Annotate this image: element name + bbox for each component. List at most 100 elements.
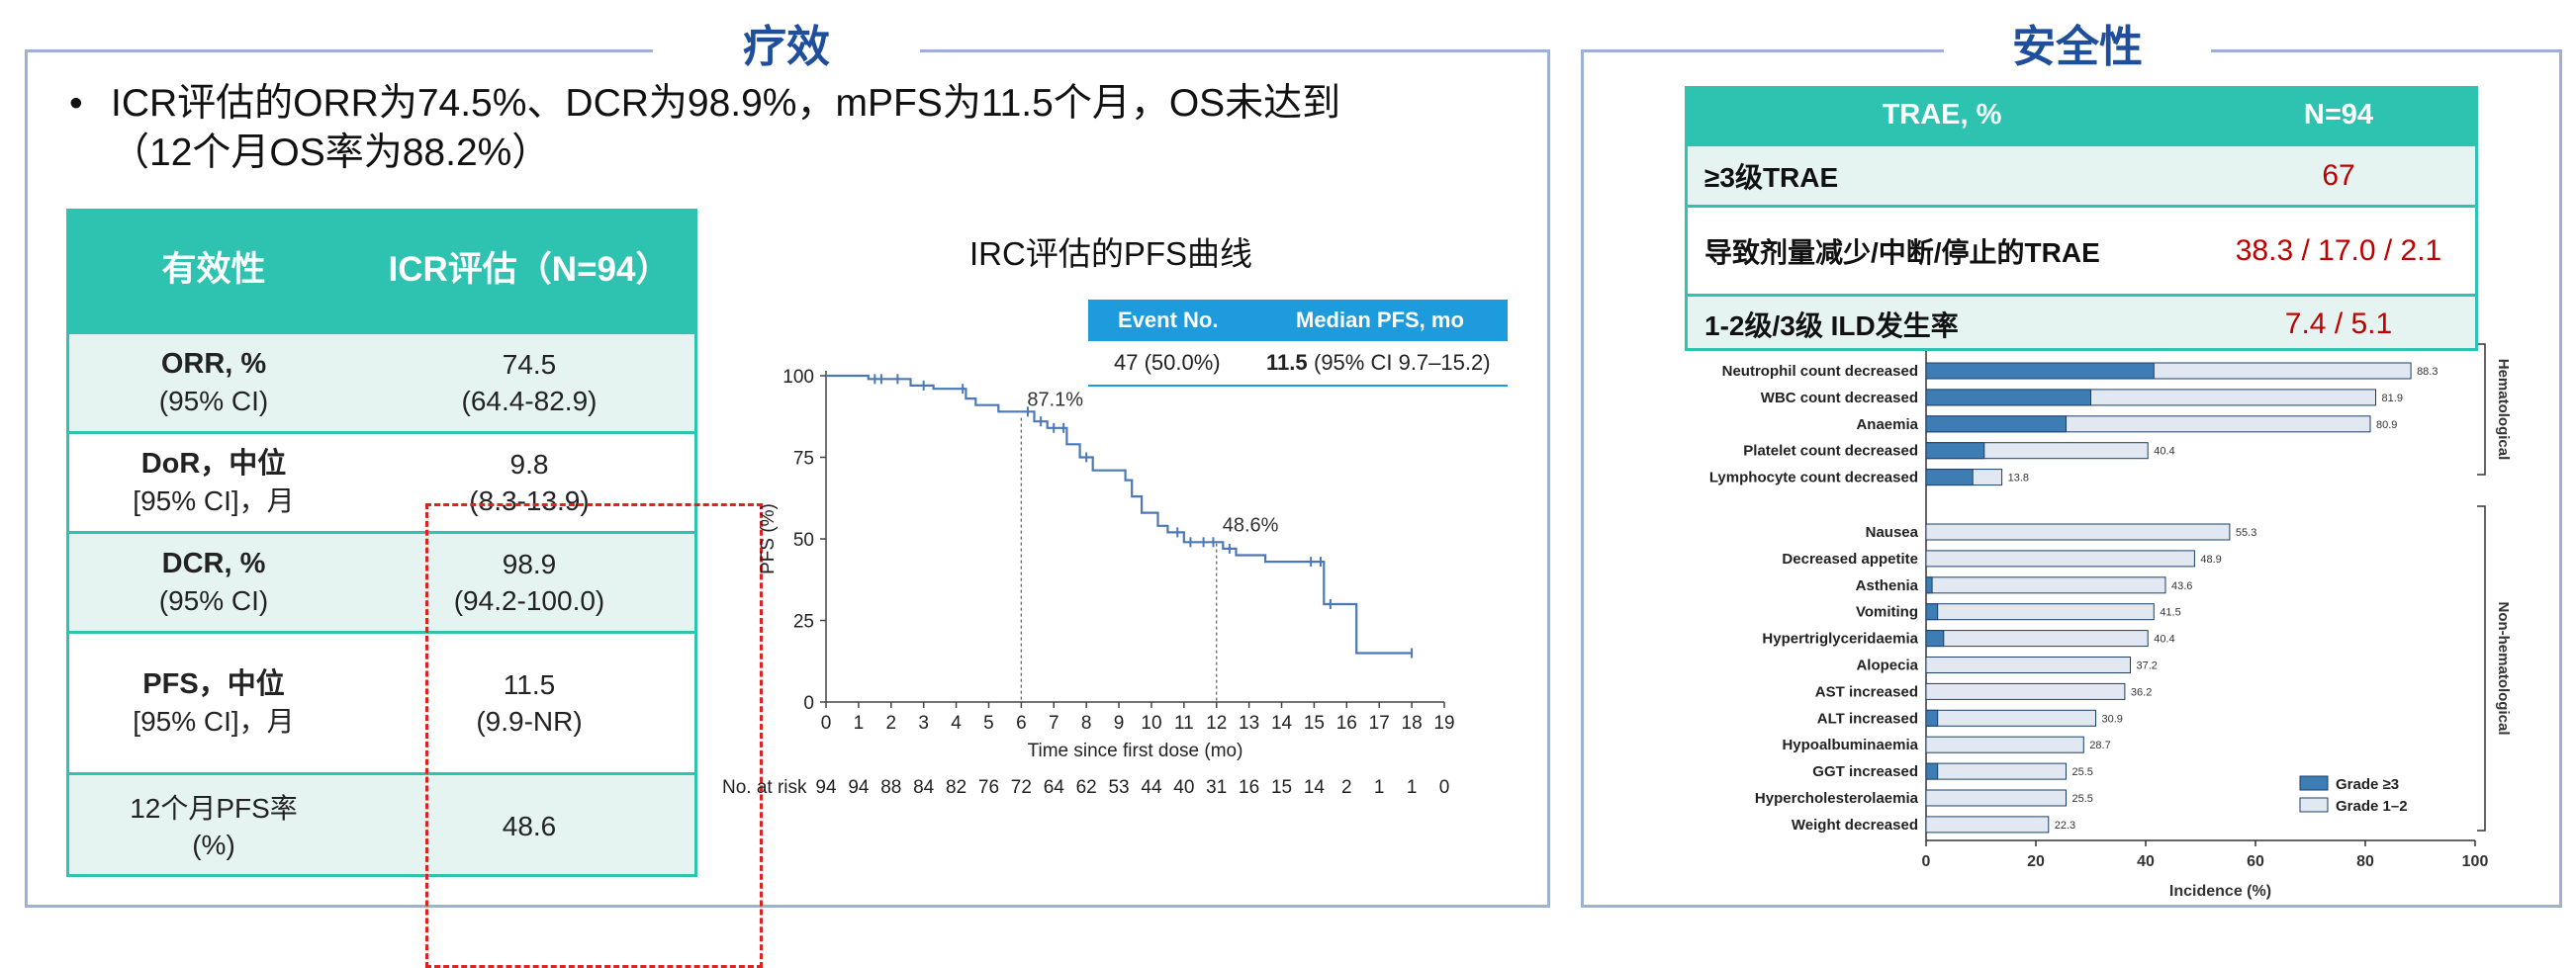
bar-value-label: 25.5 <box>2072 766 2093 778</box>
event-header-label: Event No. <box>1118 308 1219 332</box>
bar-grade-1-2 <box>1925 657 2131 673</box>
median-ci: (95% CI 9.7–15.2) <box>1314 350 1491 375</box>
safety-panel-title: 安全性 <box>1944 18 2211 77</box>
bar-grade-3 <box>1925 576 1933 594</box>
x-tick-label: 60 <box>2247 853 2264 870</box>
bar-grade-3 <box>1925 762 1939 780</box>
bar-value-label: 30.9 <box>2101 713 2122 725</box>
trae-row-label: ≥3级TRAE <box>1704 161 1839 193</box>
annotation-label: 87.1% <box>1027 390 1083 411</box>
metric-range: (64.4-82.9) <box>461 386 598 416</box>
table-row-pfs12: 12个月PFS率 (%) 48.6 <box>66 772 697 877</box>
x-tick-label: 13 <box>1239 713 1259 734</box>
category-label: Asthenia <box>1856 577 1919 594</box>
metric-value: 11.5 <box>503 669 556 700</box>
category-label: Weight decreased <box>1792 817 1918 834</box>
at-risk-value: 53 <box>1108 777 1129 798</box>
x-tick-label: 17 <box>1369 713 1390 734</box>
bar-grade-1-2 <box>1925 630 2149 648</box>
x-tick-label: 19 <box>1433 713 1454 734</box>
bar-value-label: 55.3 <box>2236 527 2256 539</box>
group-label: Hematological <box>2495 359 2512 461</box>
y-tick-label: 100 <box>782 367 814 388</box>
metric-label: ORR, % <box>160 348 267 380</box>
legend-swatch-grade-3 <box>2299 775 2329 791</box>
x-tick-label: 18 <box>1402 713 1423 734</box>
bar-grade-3 <box>1925 603 1939 621</box>
metric-range: (9.9-NR) <box>476 706 583 737</box>
bar-grade-3 <box>1925 469 1974 486</box>
x-tick-label: 12 <box>1206 713 1227 734</box>
x-tick-label: 14 <box>1271 713 1293 734</box>
efficacy-table-border <box>66 209 697 877</box>
legend-label: Grade ≥3 <box>2336 776 2399 793</box>
metric-sub: (%) <box>192 829 235 860</box>
category-label: GGT increased <box>1812 763 1918 780</box>
metric-sub: [95% CI]，月 <box>133 706 295 737</box>
x-tick-label: 80 <box>2356 853 2374 870</box>
bar-grade-1-2 <box>1925 736 2084 753</box>
bar-grade-1-2 <box>1925 550 2195 568</box>
legend-label: Grade 1–2 <box>2336 798 2408 815</box>
x-tick-label: 1 <box>854 713 865 734</box>
trae-row-value: 38.3 / 17.0 / 2.1 <box>2235 233 2442 267</box>
y-tick-label: 75 <box>793 449 814 470</box>
at-risk-value: 31 <box>1206 777 1227 798</box>
bullet-line-1: ICR评估的ORR为74.5%、DCR为98.9%，mPFS为11.5个月，OS… <box>111 82 1341 125</box>
x-tick-label: 15 <box>1304 713 1325 734</box>
bullet-dot: • <box>69 82 83 125</box>
trae-row-value: 67 <box>2322 158 2355 192</box>
bar-grade-3 <box>1925 709 1939 727</box>
category-label: Platelet count decreased <box>1743 443 1918 460</box>
trae-row-label: 导致剂量减少/中断/停止的TRAE <box>1704 236 2100 268</box>
at-risk-value: 64 <box>1044 777 1065 798</box>
trae-table-header: TRAE, % N=94 <box>1685 86 2478 143</box>
x-tick-label: 16 <box>1336 713 1357 734</box>
trae-row-label: 1-2级/3级 ILD发生率 <box>1704 309 1959 341</box>
category-label: ALT increased <box>1817 710 1918 727</box>
x-tick-label: 0 <box>821 713 832 734</box>
bar-value-label: 36.2 <box>2131 686 2152 698</box>
at-risk-value: 76 <box>978 777 999 798</box>
bar-value-label: 48.9 <box>2200 554 2221 566</box>
x-tick-label: 4 <box>951 713 962 734</box>
x-tick-label: 3 <box>918 713 929 734</box>
bar-grade-1-2 <box>1925 603 2155 621</box>
bar-value-label: 37.2 <box>2136 660 2157 672</box>
bar-value-label: 28.7 <box>2089 740 2110 751</box>
bar-value-label: 13.8 <box>2008 473 2029 484</box>
metric-label: 12个月PFS率 <box>130 792 298 824</box>
pfs-chart-title: IRC评估的PFS曲线 <box>969 235 1253 272</box>
x-tick-label: 5 <box>983 713 994 734</box>
y-tick-label: 0 <box>803 693 814 714</box>
bar-grade-3 <box>1925 630 1945 648</box>
bar-value-label: 25.5 <box>2072 793 2093 805</box>
km-curve <box>826 374 1413 655</box>
bar-grade-1-2 <box>1925 816 2050 834</box>
group-label: Non-hematological <box>2495 601 2512 735</box>
category-label: Anaemia <box>1856 416 1918 433</box>
category-label: Hypoalbuminaemia <box>1782 737 1918 753</box>
bar-grade-1-2 <box>1925 682 2126 700</box>
metric-value: 48.6 <box>502 811 557 841</box>
at-risk-value: 94 <box>815 777 837 798</box>
bar-value-label: 40.4 <box>2154 446 2174 458</box>
bar-value-label: 88.3 <box>2417 366 2438 378</box>
at-risk-value: 15 <box>1271 777 1292 798</box>
metric-range: (8.3-13.9) <box>469 485 590 516</box>
efficacy-panel-title: 疗效 <box>653 18 920 77</box>
x-tick-label: 2 <box>886 713 897 734</box>
bar-grade-1-2 <box>1925 789 2067 807</box>
category-label: Neutrophil count decreased <box>1722 363 1918 380</box>
trae-header-label: TRAE, % <box>1882 99 2002 131</box>
efficacy-table-header: 有效性 ICR评估（N=94） <box>66 209 697 331</box>
at-risk-value: 88 <box>880 777 901 798</box>
bar-grade-1-2 <box>1925 576 2166 594</box>
metric-sub: (95% CI) <box>158 585 269 616</box>
trae-row: 1-2级/3级 ILD发生率 7.4 / 5.1 <box>1685 294 2478 351</box>
bar-value-label: 80.9 <box>2376 419 2397 431</box>
bar-value-label: 81.9 <box>2382 393 2403 404</box>
metric-sub: [95% CI]，月 <box>133 485 295 516</box>
bar-value-label: 22.3 <box>2055 820 2075 832</box>
